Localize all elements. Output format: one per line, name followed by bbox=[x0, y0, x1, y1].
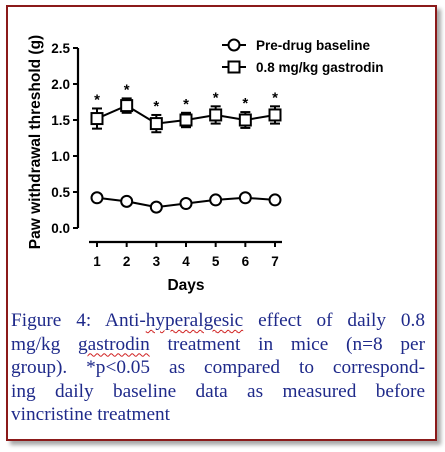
x-tick-label: 2 bbox=[123, 254, 131, 269]
y-tick-label: 2.5 bbox=[51, 41, 70, 56]
data-point bbox=[149, 117, 163, 131]
data-point bbox=[209, 193, 223, 207]
significance-marker: * bbox=[94, 91, 100, 108]
x-tick-label: 7 bbox=[271, 254, 279, 269]
legend-label: Pre-drug baseline bbox=[256, 38, 371, 53]
data-point bbox=[90, 112, 104, 126]
data-point bbox=[268, 108, 282, 122]
x-axis-label: Days bbox=[167, 277, 204, 294]
data-point bbox=[209, 108, 223, 122]
y-tick-label: 2.0 bbox=[51, 77, 70, 92]
series-gastrodin: * * * * * * * bbox=[90, 81, 282, 134]
significance-marker: * bbox=[242, 95, 248, 112]
data-point bbox=[90, 191, 104, 205]
caption-line: group). *p<0.05 as compared to correspon… bbox=[11, 357, 425, 378]
x-axis-ticks: 1 2 3 4 5 6 7 bbox=[93, 242, 279, 269]
y-tick-label: 1.5 bbox=[51, 113, 70, 128]
x-tick-label: 6 bbox=[242, 254, 250, 269]
data-point bbox=[149, 200, 163, 214]
significance-marker: * bbox=[153, 98, 159, 115]
data-point bbox=[238, 191, 252, 205]
legend-item: Pre-drug baseline bbox=[222, 38, 371, 53]
data-point bbox=[268, 193, 282, 207]
caption-line: mg/kg gastrodin treatment in mice (n=8 p… bbox=[11, 333, 425, 355]
x-tick-label: 4 bbox=[182, 254, 190, 269]
y-tick-label: 0.0 bbox=[51, 221, 70, 236]
significance-marker: * bbox=[183, 96, 189, 113]
legend-label: 0.8 mg/kg gastrodin bbox=[256, 60, 384, 75]
y-axis-label: Paw withdrawal threshold (g) bbox=[27, 35, 44, 249]
legend-item: 0.8 mg/kg gastrodin bbox=[222, 60, 384, 75]
significance-marker: * bbox=[272, 89, 278, 106]
legend-marker bbox=[227, 38, 241, 52]
axes bbox=[76, 48, 282, 244]
significance-marker: * bbox=[124, 81, 130, 98]
caption-line: ing daily baseline data as measured befo… bbox=[11, 380, 425, 402]
legend: Pre-drug baseline 0.8 mg/kg gastrodin bbox=[222, 38, 384, 75]
significance-marker: * bbox=[213, 89, 219, 106]
y-tick-label: 0.5 bbox=[51, 185, 70, 200]
data-point bbox=[238, 113, 252, 127]
figure-caption: Figure 4: Anti-hyperalgesic effect of da… bbox=[11, 309, 425, 427]
series-layer: * * * * * * * bbox=[90, 81, 282, 214]
data-point bbox=[179, 197, 193, 211]
x-tick-label: 1 bbox=[93, 254, 101, 269]
y-axis-ticks: 0.0 0.5 1.0 1.5 2.0 2.5 bbox=[51, 41, 78, 236]
data-point bbox=[179, 113, 193, 127]
series-baseline bbox=[90, 191, 282, 214]
x-tick-label: 5 bbox=[212, 254, 220, 269]
caption-line: vincristine treatment bbox=[11, 404, 171, 425]
data-point bbox=[120, 99, 134, 113]
data-point bbox=[120, 194, 134, 208]
chart: 0.0 0.5 1.0 1.5 2.0 2.5 1 2 3 4 5 6 7 Paw withdrawa… bbox=[27, 35, 384, 294]
caption-line: Figure 4: Anti-hyperalgesic effect of da… bbox=[11, 310, 425, 331]
x-tick-label: 3 bbox=[153, 254, 161, 269]
y-tick-label: 1.0 bbox=[51, 149, 70, 164]
legend-marker bbox=[227, 60, 241, 74]
